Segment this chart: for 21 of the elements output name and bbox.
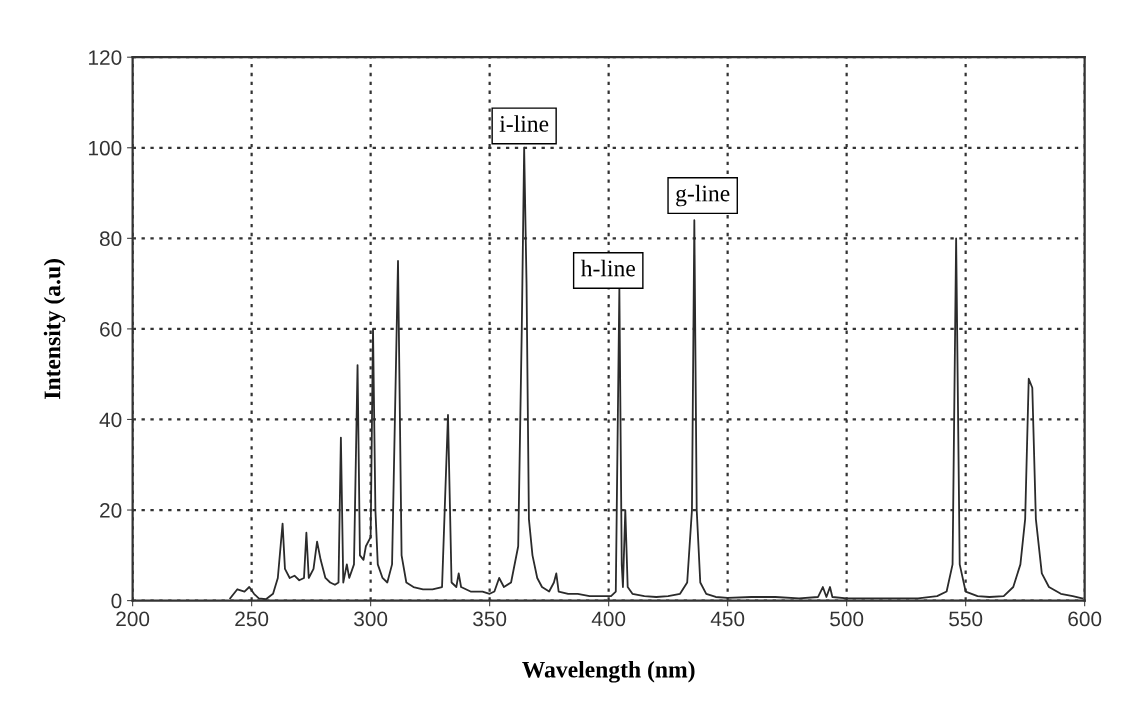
x-tick-label: 250	[235, 611, 269, 627]
y-axis-title: Intensity (a.u)	[43, 259, 66, 399]
y-tick-label: 40	[99, 412, 122, 428]
annotation: i-line	[499, 115, 549, 132]
y-tick-label: 60	[100, 321, 122, 337]
x-tick-label: 500	[830, 611, 864, 627]
x-tick-label: 200	[116, 611, 150, 627]
x-tick-label: 300	[354, 611, 388, 627]
x-tick-label: 600	[1068, 611, 1102, 627]
y-tick-label: 120	[89, 50, 122, 65]
annotation: h-line	[580, 259, 635, 277]
x-axis-title: Wavelength (nm)	[522, 660, 695, 683]
y-tick-label: 0	[111, 593, 122, 609]
x-tick-label: 550	[949, 611, 983, 627]
y-tick-label: 100	[89, 140, 122, 156]
y-tick-label: 80	[99, 231, 122, 247]
x-tick-label: 350	[473, 611, 507, 627]
y-tick-label: 20	[100, 503, 122, 518]
x-tick-label: 450	[710, 611, 745, 627]
annotation: g-line	[676, 184, 730, 207]
x-tick-label: 400	[591, 611, 626, 627]
